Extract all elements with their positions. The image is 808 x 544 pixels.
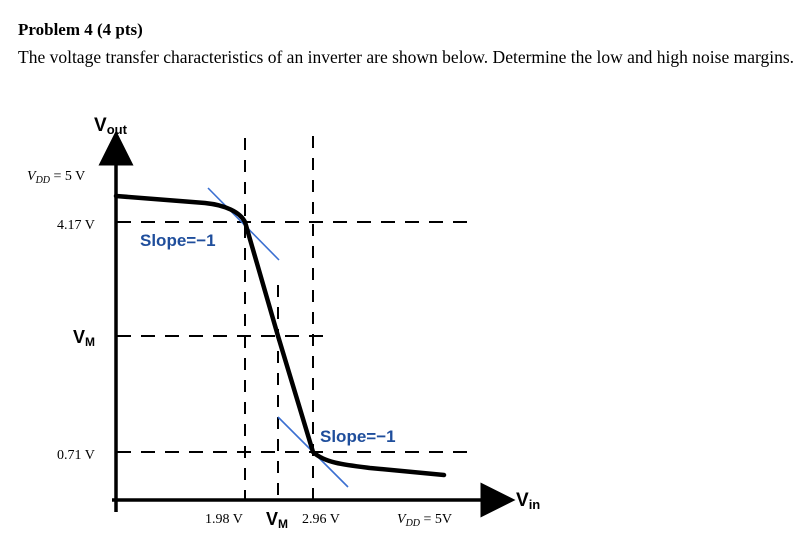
slope-annotation-upper: Slope=−1 <box>140 231 216 250</box>
x-label-vm: VM <box>266 509 288 531</box>
slope-annotation-lower: Slope=−1 <box>320 427 396 446</box>
y-label-voh: 4.17 V <box>57 218 95 233</box>
y-label-vol: 0.71 V <box>57 448 95 463</box>
x-label-vdd: VDD = 5V <box>397 512 452 529</box>
y-label-vm: VM <box>73 327 95 349</box>
problem-title: Problem 4 (4 pts) <box>18 20 143 39</box>
x-axis-title: Vin <box>516 490 540 512</box>
problem-statement: The voltage transfer characteristics of … <box>18 47 795 67</box>
x-label-vil: 1.98 V <box>205 512 243 527</box>
vtc-curve <box>113 193 447 478</box>
x-label-vih: 2.96 V <box>302 512 340 527</box>
y-label-vdd: VDD = 5 V <box>27 169 85 186</box>
y-axis-title: Vout <box>94 115 128 137</box>
